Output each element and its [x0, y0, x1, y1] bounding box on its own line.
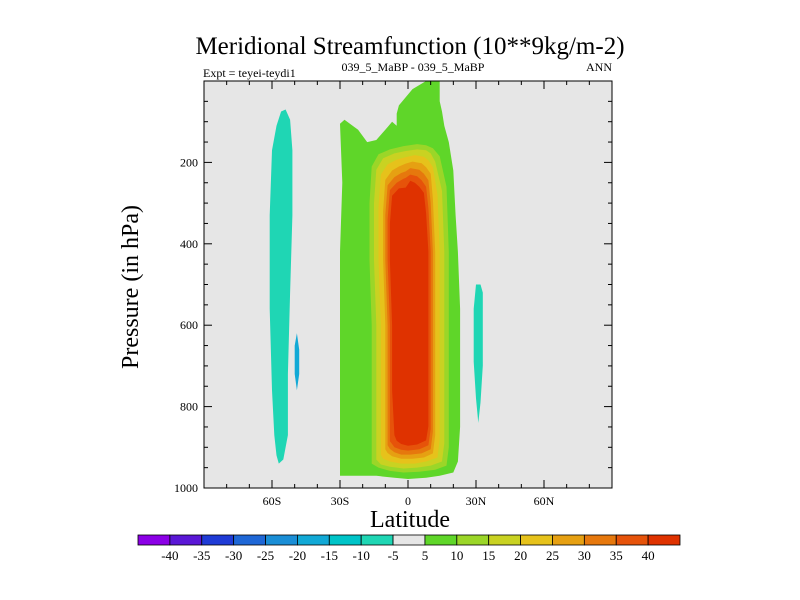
colorbar-box — [489, 535, 521, 545]
colorbar-label: 20 — [514, 548, 527, 563]
y-tick-label: 600 — [180, 318, 198, 332]
x-tick-label: 60S — [263, 494, 282, 508]
y-axis-label: Pressure (in hPa) — [118, 205, 144, 369]
colorbar-label: -15 — [321, 548, 338, 563]
streamfunction-figure: Meridional Streamfunction (10**9kg/m-2) … — [0, 0, 800, 600]
left-subtitle: Expt = teyei-teydi1 — [203, 66, 296, 80]
x-tick-label: 30N — [466, 494, 487, 508]
y-tick-label: 200 — [180, 155, 198, 169]
colorbar-box — [266, 535, 298, 545]
colorbar-box — [329, 535, 361, 545]
chart-title: Meridional Streamfunction (10**9kg/m-2) — [195, 33, 624, 60]
y-tick-label: 400 — [180, 237, 198, 251]
plot-area: 60S 30S 0 30N 60N 200 400 600 800 1000 — [174, 81, 612, 508]
colorbar-label: 15 — [482, 548, 495, 563]
colorbar-box — [648, 535, 680, 545]
colorbar-label: -20 — [289, 548, 306, 563]
colorbar-box — [361, 535, 393, 545]
colorbar-label: -35 — [193, 548, 210, 563]
colorbar-box — [521, 535, 553, 545]
colorbar-label: -25 — [257, 548, 274, 563]
y-tick-label: 1000 — [174, 481, 198, 495]
colorbar-box — [425, 535, 457, 545]
colorbar-label: -30 — [225, 548, 242, 563]
y-tick-label: 800 — [180, 400, 198, 414]
colorbar: -40 -35 -30 -25 -20 -15 -10 -5 5 10 15 20 25 30 35 40 — [138, 535, 680, 563]
colorbar-box — [234, 535, 266, 545]
colorbar-label: 35 — [610, 548, 623, 563]
colorbar-label: 10 — [450, 548, 463, 563]
colorbar-label: -5 — [388, 548, 399, 563]
colorbar-box — [138, 535, 170, 545]
contour-positive-40 — [390, 181, 429, 446]
colorbar-box — [616, 535, 648, 545]
colorbar-box — [170, 535, 202, 545]
right-subtitle: ANN — [586, 60, 612, 74]
x-tick-label: 30S — [331, 494, 350, 508]
colorbar-label: 40 — [642, 548, 655, 563]
x-tick-label: 0 — [405, 494, 411, 508]
colorbar-label: -10 — [353, 548, 370, 563]
x-axis-label: Latitude — [370, 507, 450, 533]
colorbar-box — [457, 535, 489, 545]
colorbar-box — [202, 535, 234, 545]
colorbar-label: 5 — [422, 548, 429, 563]
colorbar-box — [552, 535, 584, 545]
colorbar-box — [297, 535, 329, 545]
colorbar-box — [584, 535, 616, 545]
colorbar-label: 25 — [546, 548, 559, 563]
x-tick-label: 60N — [534, 494, 555, 508]
colorbar-label: -40 — [161, 548, 178, 563]
colorbar-label: 30 — [578, 548, 591, 563]
center-subtitle: 039_5_MaBP - 039_5_MaBP — [342, 60, 485, 74]
colorbar-box — [393, 535, 425, 545]
